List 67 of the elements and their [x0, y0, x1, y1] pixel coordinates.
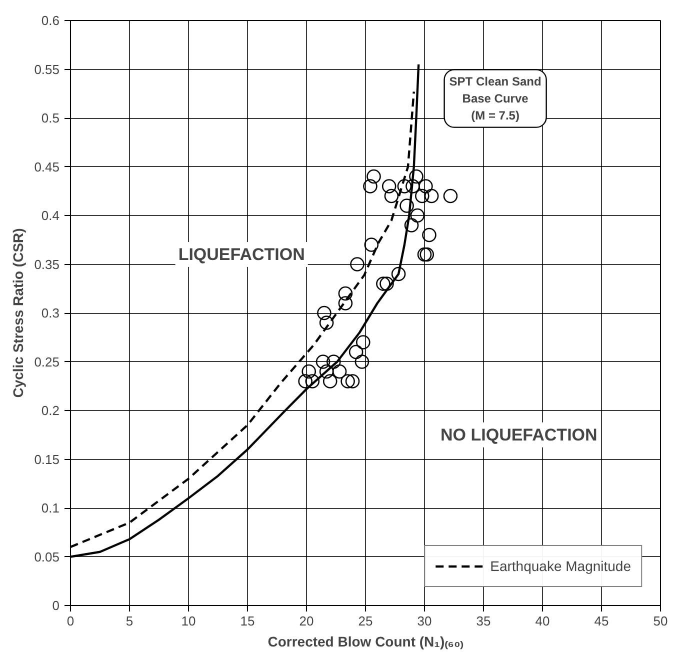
- point: [348, 344, 364, 360]
- y-tick-label: 0.3: [41, 306, 60, 320]
- point: [382, 179, 396, 194]
- x-tick-label: 10: [181, 614, 196, 628]
- point: [350, 257, 364, 272]
- point: [319, 364, 334, 379]
- y-tick-label: 0.2: [41, 403, 60, 418]
- point: [302, 364, 316, 379]
- legend-label: Earthquake Magnitude: [490, 558, 631, 574]
- x-tick-label: 30: [417, 614, 432, 628]
- y-tick-label: 0.35: [34, 256, 60, 272]
- point: [326, 354, 341, 369]
- point: [363, 179, 378, 194]
- point: [319, 316, 334, 330]
- text: SPT Clean Sand Base Curve (M = 7.5): [449, 74, 542, 122]
- point: [424, 188, 439, 204]
- y-axis-title: Cyclic Stress Ratio (CSR): [10, 228, 26, 398]
- point: [317, 306, 332, 320]
- x-axis-title: Corrected Blow Count (N₁)₍₆₀₎: [268, 634, 464, 650]
- point: [322, 374, 338, 388]
- point: [410, 208, 425, 223]
- point: [414, 188, 430, 204]
- x-tick-label: 5: [126, 614, 134, 628]
- x-tick-label: 40: [535, 614, 550, 628]
- x-tick-label: 20: [299, 614, 314, 628]
- point: [354, 354, 370, 369]
- point: [418, 179, 433, 194]
- point: [409, 169, 424, 184]
- point: [340, 374, 355, 388]
- y-tick-label: 0.5: [41, 110, 60, 126]
- x-tick-label: 0: [66, 614, 74, 628]
- point: [380, 276, 394, 291]
- x-tick-label: 15: [240, 614, 255, 628]
- point: [422, 228, 436, 242]
- annotation: NO LIQUEFACTION: [440, 425, 598, 444]
- y-tick-label: 0.1: [41, 500, 60, 516]
- point: [345, 374, 360, 388]
- point: [400, 198, 414, 213]
- point: [366, 169, 381, 184]
- y-tick-label: 0.4: [41, 208, 60, 223]
- y-tick-label: 0.55: [34, 62, 60, 77]
- point: [338, 286, 353, 301]
- point: [391, 266, 406, 282]
- point: [356, 335, 370, 350]
- point: [332, 364, 347, 379]
- y-tick-label: 0.25: [34, 354, 60, 370]
- y-tick-label: 0.05: [34, 549, 60, 564]
- annotation: LIQUEFACTION: [178, 245, 305, 264]
- point: [316, 354, 330, 369]
- point: [305, 374, 320, 388]
- y-tick-label: 0.45: [34, 159, 60, 174]
- point: [443, 188, 458, 204]
- point: [397, 179, 412, 194]
- point: [406, 179, 420, 194]
- x-tick-label: 50: [653, 614, 668, 628]
- x-tick-label: 45: [594, 614, 609, 628]
- point: [384, 188, 399, 204]
- y-tick-label: 0: [52, 598, 60, 613]
- point: [376, 276, 390, 291]
- y-tick-label: 0.15: [34, 452, 60, 467]
- point: [298, 374, 312, 388]
- x-tick-label: 35: [476, 614, 491, 628]
- point: [404, 218, 419, 232]
- point: [338, 296, 353, 310]
- y-tick-label: 0.6: [41, 13, 60, 28]
- point: [364, 238, 379, 252]
- x-tick-label: 25: [358, 614, 373, 628]
